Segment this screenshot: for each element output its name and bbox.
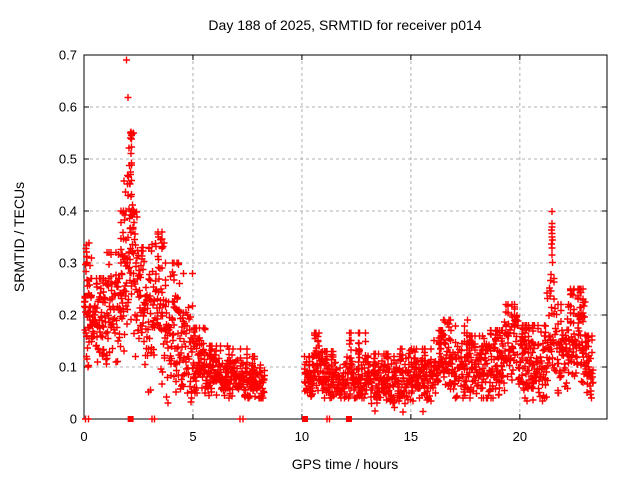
svg-text:10: 10 (295, 429, 309, 444)
svg-text:0.5: 0.5 (59, 152, 77, 167)
x-tick-labels: 0 5 10 15 20 (80, 429, 527, 444)
svg-text:0.7: 0.7 (59, 48, 77, 63)
gridlines (84, 55, 607, 419)
chart-title: Day 188 of 2025, SRMTID for receiver p01… (208, 17, 482, 33)
svg-text:0.3: 0.3 (59, 256, 77, 271)
svg-text:0.6: 0.6 (59, 100, 77, 115)
svg-text:5: 5 (189, 429, 196, 444)
svg-text:0: 0 (70, 412, 77, 427)
svg-text:0.1: 0.1 (59, 360, 77, 375)
svg-text:20: 20 (513, 429, 527, 444)
svg-text:15: 15 (404, 429, 418, 444)
data-points (81, 56, 597, 423)
gap-square-markers (127, 416, 352, 422)
svg-text:0.2: 0.2 (59, 308, 77, 323)
y-tick-labels: 0 0.1 0.2 0.3 0.4 0.5 0.6 0.7 (59, 48, 77, 427)
svg-text:0.4: 0.4 (59, 204, 77, 219)
x-axis-label: GPS time / hours (291, 456, 399, 472)
svg-text:0: 0 (80, 429, 87, 444)
